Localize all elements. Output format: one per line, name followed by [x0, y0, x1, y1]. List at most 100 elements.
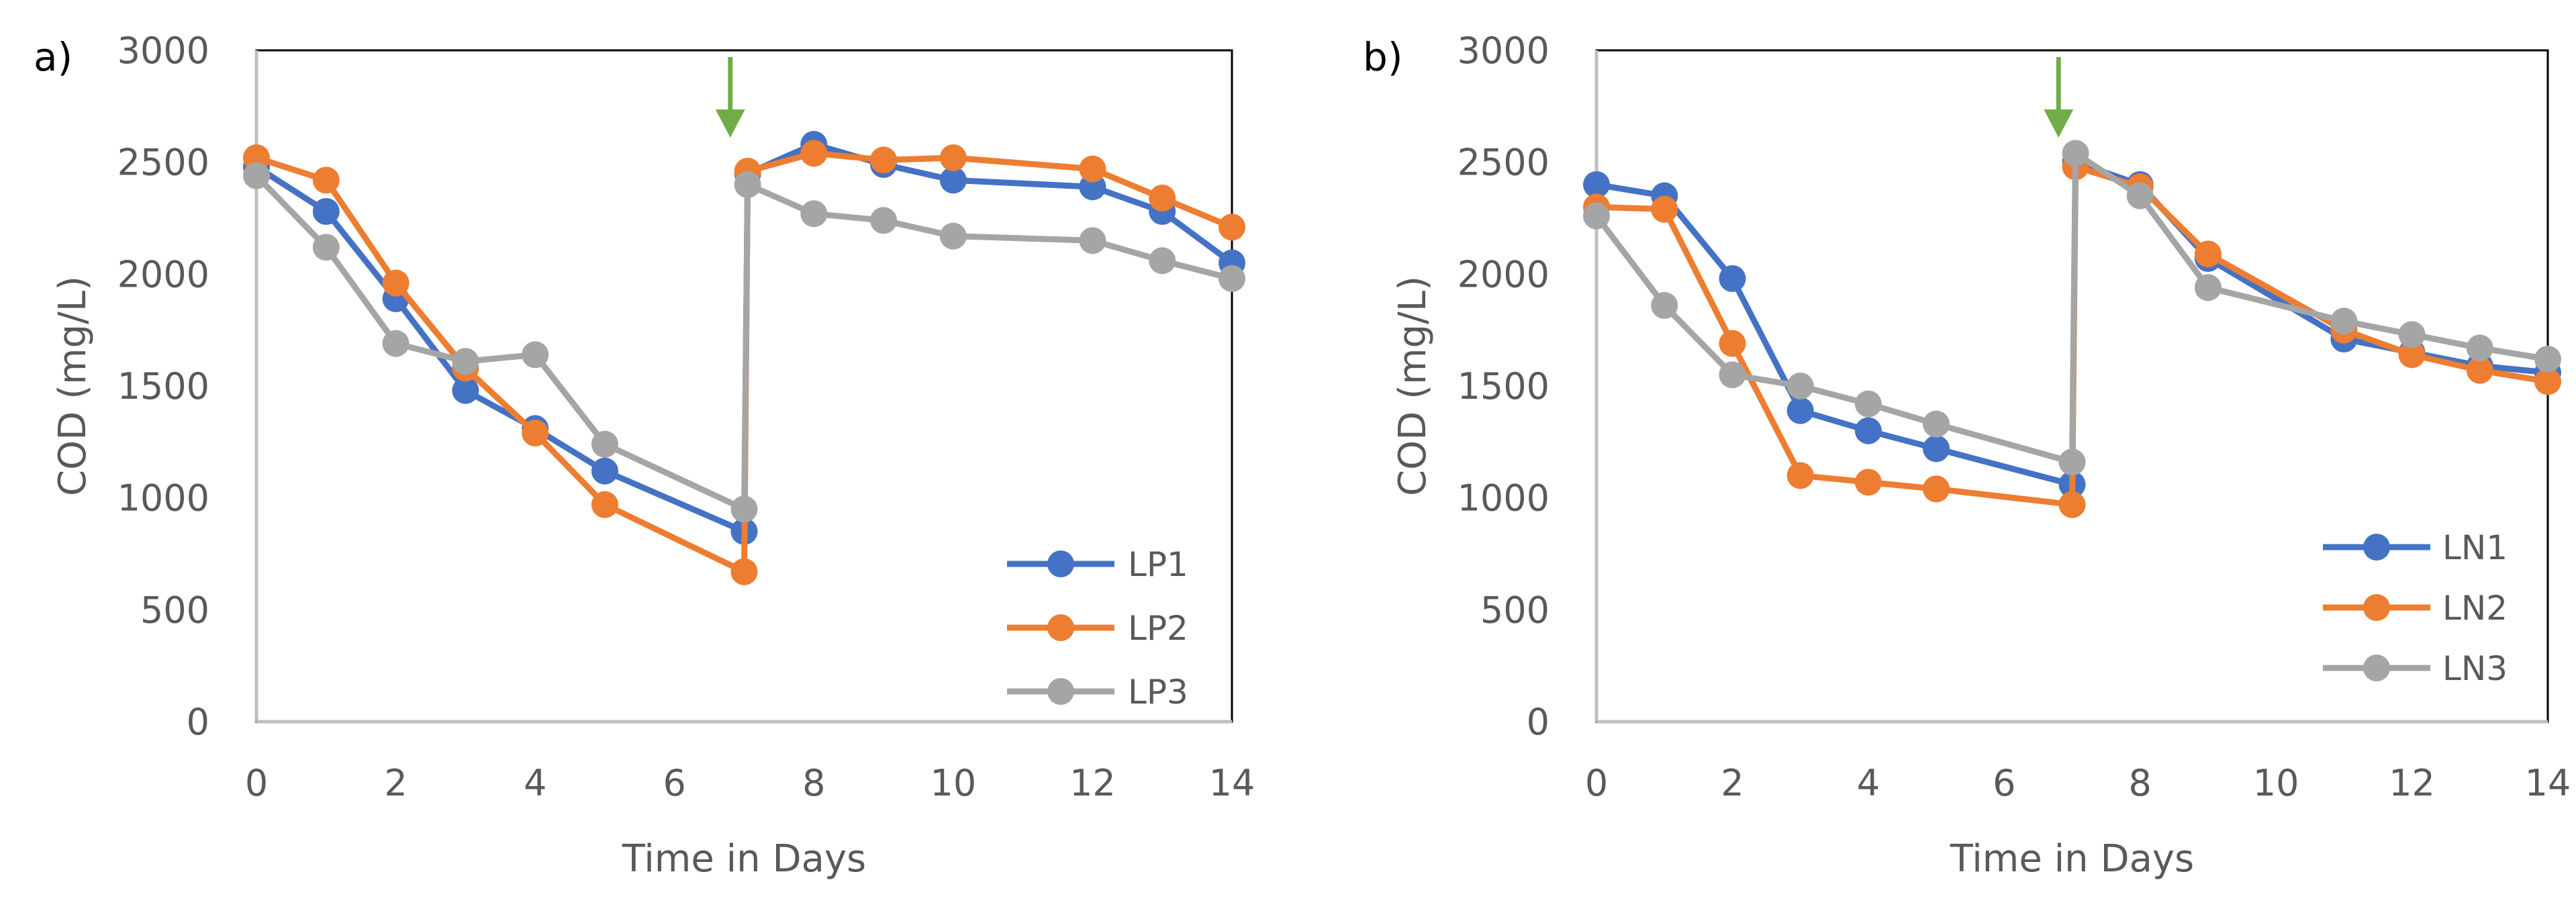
data-point: [591, 457, 618, 485]
data-point: [800, 140, 828, 167]
y-tick-label: 500: [140, 589, 209, 631]
x-tick-label: 0: [1585, 762, 1608, 804]
data-point: [1219, 265, 1245, 292]
x-tick-label: 6: [1993, 762, 2015, 804]
data-point: [1854, 469, 1882, 496]
data-point: [1923, 475, 1950, 503]
x-tick-label: 4: [524, 762, 546, 804]
x-tick-label: 8: [2129, 762, 2152, 804]
data-point: [1719, 361, 1746, 389]
data-point: [522, 420, 549, 446]
data-point: [312, 166, 340, 194]
data-point: [939, 144, 967, 171]
data-point: [1719, 265, 1746, 292]
legend-item-lp3: LP3: [1007, 673, 1188, 712]
chart-panel-b: b) 0 500 1000 1500 2000 2500 3000 0 2 4 6 8 10 12 14 Tim…: [1363, 30, 2571, 881]
y-tick-label: 2000: [117, 253, 209, 295]
legend-item-lp1: LP1: [1007, 545, 1188, 584]
x-tick-label: 12: [2389, 762, 2435, 804]
x-tick-label: 10: [2253, 762, 2299, 804]
data-point: [939, 166, 967, 194]
data-point: [730, 495, 758, 523]
legend-marker: [1047, 550, 1074, 577]
data-point: [2126, 182, 2154, 209]
legend-item-ln3: LN3: [2323, 649, 2508, 688]
data-point: [2398, 341, 2426, 369]
data-point: [2194, 240, 2222, 268]
legend-label: LP3: [1128, 673, 1188, 712]
data-point: [2534, 346, 2561, 373]
x-tick-label: 14: [2525, 762, 2571, 804]
x-tick-label: 12: [1069, 762, 1116, 804]
legend-label: LP2: [1128, 609, 1188, 648]
chart-panel-a: a) 0 500 1000 1500 2000 2500 3000 0 2 4 6 8 10 12 14 Tim…: [34, 30, 1255, 881]
data-point: [800, 200, 828, 228]
series-ln3: [1583, 140, 2561, 476]
x-tick-label: 4: [1857, 762, 1880, 804]
data-point: [939, 222, 967, 250]
data-point: [2466, 334, 2493, 362]
legend-marker: [2363, 655, 2390, 681]
data-point: [2062, 140, 2089, 167]
x-tick-label: 0: [245, 762, 268, 804]
x-axis-title: Time in Days: [622, 837, 866, 881]
legend-marker: [1047, 678, 1074, 705]
data-point: [2194, 274, 2222, 301]
legend-label: LP1: [1128, 545, 1188, 584]
panel-label: a): [34, 34, 73, 80]
legend-marker: [2363, 534, 2390, 561]
data-point: [312, 198, 340, 225]
data-point: [1149, 247, 1176, 275]
y-axis-title: COD (mg/L): [51, 276, 95, 496]
x-tick-label: 2: [384, 762, 407, 804]
data-point: [522, 341, 549, 369]
y-tick-label: 3000: [1458, 30, 1549, 72]
series-line-ln3: [1593, 150, 2551, 465]
data-point: [2058, 491, 2086, 518]
data-point: [452, 377, 479, 404]
data-point: [1583, 202, 1610, 230]
x-tick-label: 14: [1209, 762, 1255, 804]
data-point: [2330, 307, 2358, 335]
x-tick-label: 10: [930, 762, 976, 804]
data-point: [1786, 462, 1814, 489]
legend-label: LN1: [2442, 528, 2508, 567]
legend-marker: [2363, 594, 2390, 621]
legend-label: LN3: [2442, 649, 2508, 688]
data-point: [1219, 213, 1245, 241]
y-tick-label: 3000: [117, 30, 209, 72]
y-tick-label: 1000: [117, 477, 209, 520]
legend-label: LN2: [2442, 589, 2508, 628]
legend-marker: [1047, 614, 1074, 641]
data-point: [1651, 292, 1678, 319]
data-point: [591, 491, 618, 518]
y-tick-label: 2000: [1458, 253, 1549, 295]
data-point: [2466, 356, 2493, 384]
y-tick-label: 0: [1527, 701, 1549, 743]
legend-item-ln1: LN1: [2323, 528, 2508, 567]
y-axis-title: COD (mg/L): [1391, 276, 1435, 496]
y-tick-label: 2500: [117, 142, 209, 184]
y-tick-label: 1500: [117, 365, 209, 407]
arrow-head: [715, 109, 745, 138]
data-point: [730, 558, 758, 585]
x-tick-label: 8: [802, 762, 825, 804]
data-point: [1923, 435, 1950, 463]
y-tick-label: 1000: [1458, 477, 1549, 520]
x-axis-title: Time in Days: [1950, 837, 2194, 881]
green-arrow-icon: [715, 57, 745, 138]
data-point: [870, 146, 898, 174]
data-point: [312, 234, 340, 261]
data-point: [734, 171, 761, 198]
data-point: [1854, 390, 1882, 418]
data-point: [452, 348, 479, 375]
data-point: [2398, 321, 2426, 348]
panel-label: b): [1363, 34, 1402, 80]
x-tick-label: 6: [663, 762, 686, 804]
data-point: [1786, 397, 1814, 424]
data-point: [1651, 195, 1678, 223]
data-point: [1786, 373, 1814, 399]
data-point: [1079, 227, 1106, 254]
